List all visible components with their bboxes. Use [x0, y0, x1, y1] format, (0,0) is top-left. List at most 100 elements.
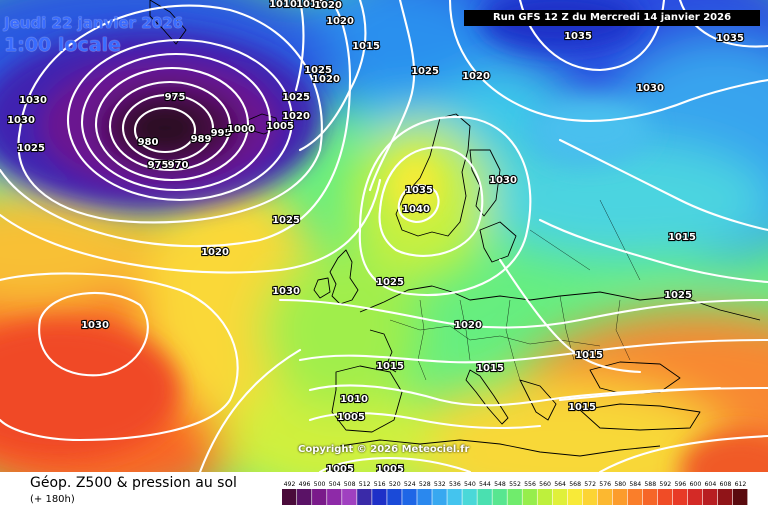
- legend-tick-label: 600: [689, 481, 701, 488]
- pressure-label: 995: [211, 128, 232, 139]
- coastlines: [149, 0, 761, 457]
- legend-tick-label: 524: [404, 481, 416, 488]
- legend-swatch: [372, 489, 387, 505]
- legend-swatch: [672, 489, 688, 505]
- pressure-label: 1035: [405, 185, 433, 196]
- legend-tick-label: 544: [479, 481, 491, 488]
- legend-tick-label: 576: [599, 481, 611, 488]
- legend-tick-label: 492: [284, 481, 296, 488]
- pressure-label: 1025: [304, 65, 332, 76]
- legend-tick-label: 520: [389, 481, 401, 488]
- legend-tick-label: 536: [449, 481, 461, 488]
- legend-swatch: [357, 489, 372, 505]
- legend-swatch: [582, 489, 598, 505]
- footer: Géop. Z500 & pression au sol (+ 180h) 49…: [0, 472, 768, 512]
- legend-swatch: [462, 489, 477, 505]
- legend-tick-label: 540: [464, 481, 476, 488]
- legend-tick-label: 552: [509, 481, 521, 488]
- legend-swatch: [297, 489, 312, 505]
- legend-swatch: [552, 489, 568, 505]
- legend-tick-label: 584: [629, 481, 641, 488]
- pressure-label: 1020: [326, 16, 354, 27]
- pressure-label: 1020: [454, 320, 482, 331]
- legend-tick-label: 596: [674, 481, 686, 488]
- legend-tick-label: 588: [644, 481, 656, 488]
- legend-tick-label: 580: [614, 481, 626, 488]
- pressure-label: 1030: [636, 83, 664, 94]
- copyright-notice: Copyright © 2026 Meteociel.fr: [298, 444, 470, 455]
- legend-tick-label: 528: [419, 481, 431, 488]
- legend-tick-label: 556: [524, 481, 536, 488]
- pressure-label: 1040: [402, 204, 430, 215]
- legend-swatch: [432, 489, 447, 505]
- legend-swatch: [657, 489, 673, 505]
- isobars: [0, 0, 768, 472]
- pressure-label: 1020: [282, 111, 310, 122]
- pressure-label: 1015: [568, 402, 596, 413]
- legend-swatch: [387, 489, 402, 505]
- pressure-label: 980: [138, 137, 159, 148]
- legend-swatch: [477, 489, 492, 505]
- legend-tick-label: 512: [359, 481, 371, 488]
- legend-swatch: [522, 489, 537, 505]
- legend-tick-label: 508: [344, 481, 356, 488]
- legend-tick-label: 564: [554, 481, 566, 488]
- forecast-date: Jeudi 22 janvier 2026: [4, 14, 184, 32]
- forecast-hour: 1:00 locale: [4, 34, 121, 56]
- legend-swatch: [312, 489, 327, 505]
- legend-tick-label: 592: [659, 481, 671, 488]
- pressure-label: 1020: [312, 74, 340, 85]
- legend-tick-label: 496: [299, 481, 311, 488]
- pressure-label: 1000: [227, 124, 255, 135]
- pressure-label: 1025: [664, 290, 692, 301]
- pressure-label: 1025: [272, 215, 300, 226]
- legend-swatch: [702, 489, 718, 505]
- pressure-label: 1030: [272, 286, 300, 297]
- pressure-label: 1035: [564, 31, 592, 42]
- field-title: Géop. Z500 & pression au sol: [30, 475, 237, 491]
- legend-tick-label: 500: [314, 481, 326, 488]
- legend-swatch: [627, 489, 643, 505]
- pressure-label: 1030: [489, 175, 517, 186]
- legend-tick-label: 504: [329, 481, 341, 488]
- pressure-label: 989: [191, 134, 212, 145]
- pressure-label: 1015: [668, 232, 696, 243]
- legend-tick-label: 532: [434, 481, 446, 488]
- legend-tick-label: 516: [374, 481, 386, 488]
- geopotential-field: [0, 0, 768, 472]
- pressure-label: 1030: [19, 95, 47, 106]
- pressure-label: 1025: [282, 92, 310, 103]
- pressure-label: 1025: [411, 66, 439, 77]
- legend-swatch: [597, 489, 613, 505]
- pressure-label: 1030: [81, 320, 109, 331]
- pressure-label: 1015: [296, 0, 324, 10]
- pressure-label: 1015: [376, 361, 404, 372]
- legend-swatch: [342, 489, 357, 505]
- pressure-label: 1005: [337, 412, 365, 423]
- legend-tick-label: 572: [584, 481, 596, 488]
- pressure-label: 970: [168, 160, 189, 171]
- legend-swatch: [327, 489, 342, 505]
- pressure-label: 1025: [376, 277, 404, 288]
- legend-tick-label: 560: [539, 481, 551, 488]
- pressure-label: 1020: [462, 71, 490, 82]
- pressure-label: 975: [165, 92, 186, 103]
- pressure-label: 1020: [201, 247, 229, 258]
- pressure-label: 1005: [376, 464, 404, 472]
- pressure-label: 1015: [476, 363, 504, 374]
- pressure-label: 1005: [266, 121, 294, 132]
- legend-tick-label: 548: [494, 481, 506, 488]
- legend-tick-label: 612: [735, 481, 747, 488]
- pressure-label: 1015: [352, 41, 380, 52]
- color-legend: 492 496 500 504 508 512 516 520 524 528 532 536 540 5…: [282, 481, 748, 505]
- pressure-label: 1005: [326, 464, 354, 472]
- legend-swatch: [417, 489, 432, 505]
- legend-tick-label: 604: [705, 481, 717, 488]
- legend-swatch: [567, 489, 583, 505]
- pressure-label: 1020: [314, 0, 342, 11]
- pressure-label: 1010: [340, 394, 368, 405]
- legend-tick-label: 608: [720, 481, 732, 488]
- legend-swatch: [507, 489, 522, 505]
